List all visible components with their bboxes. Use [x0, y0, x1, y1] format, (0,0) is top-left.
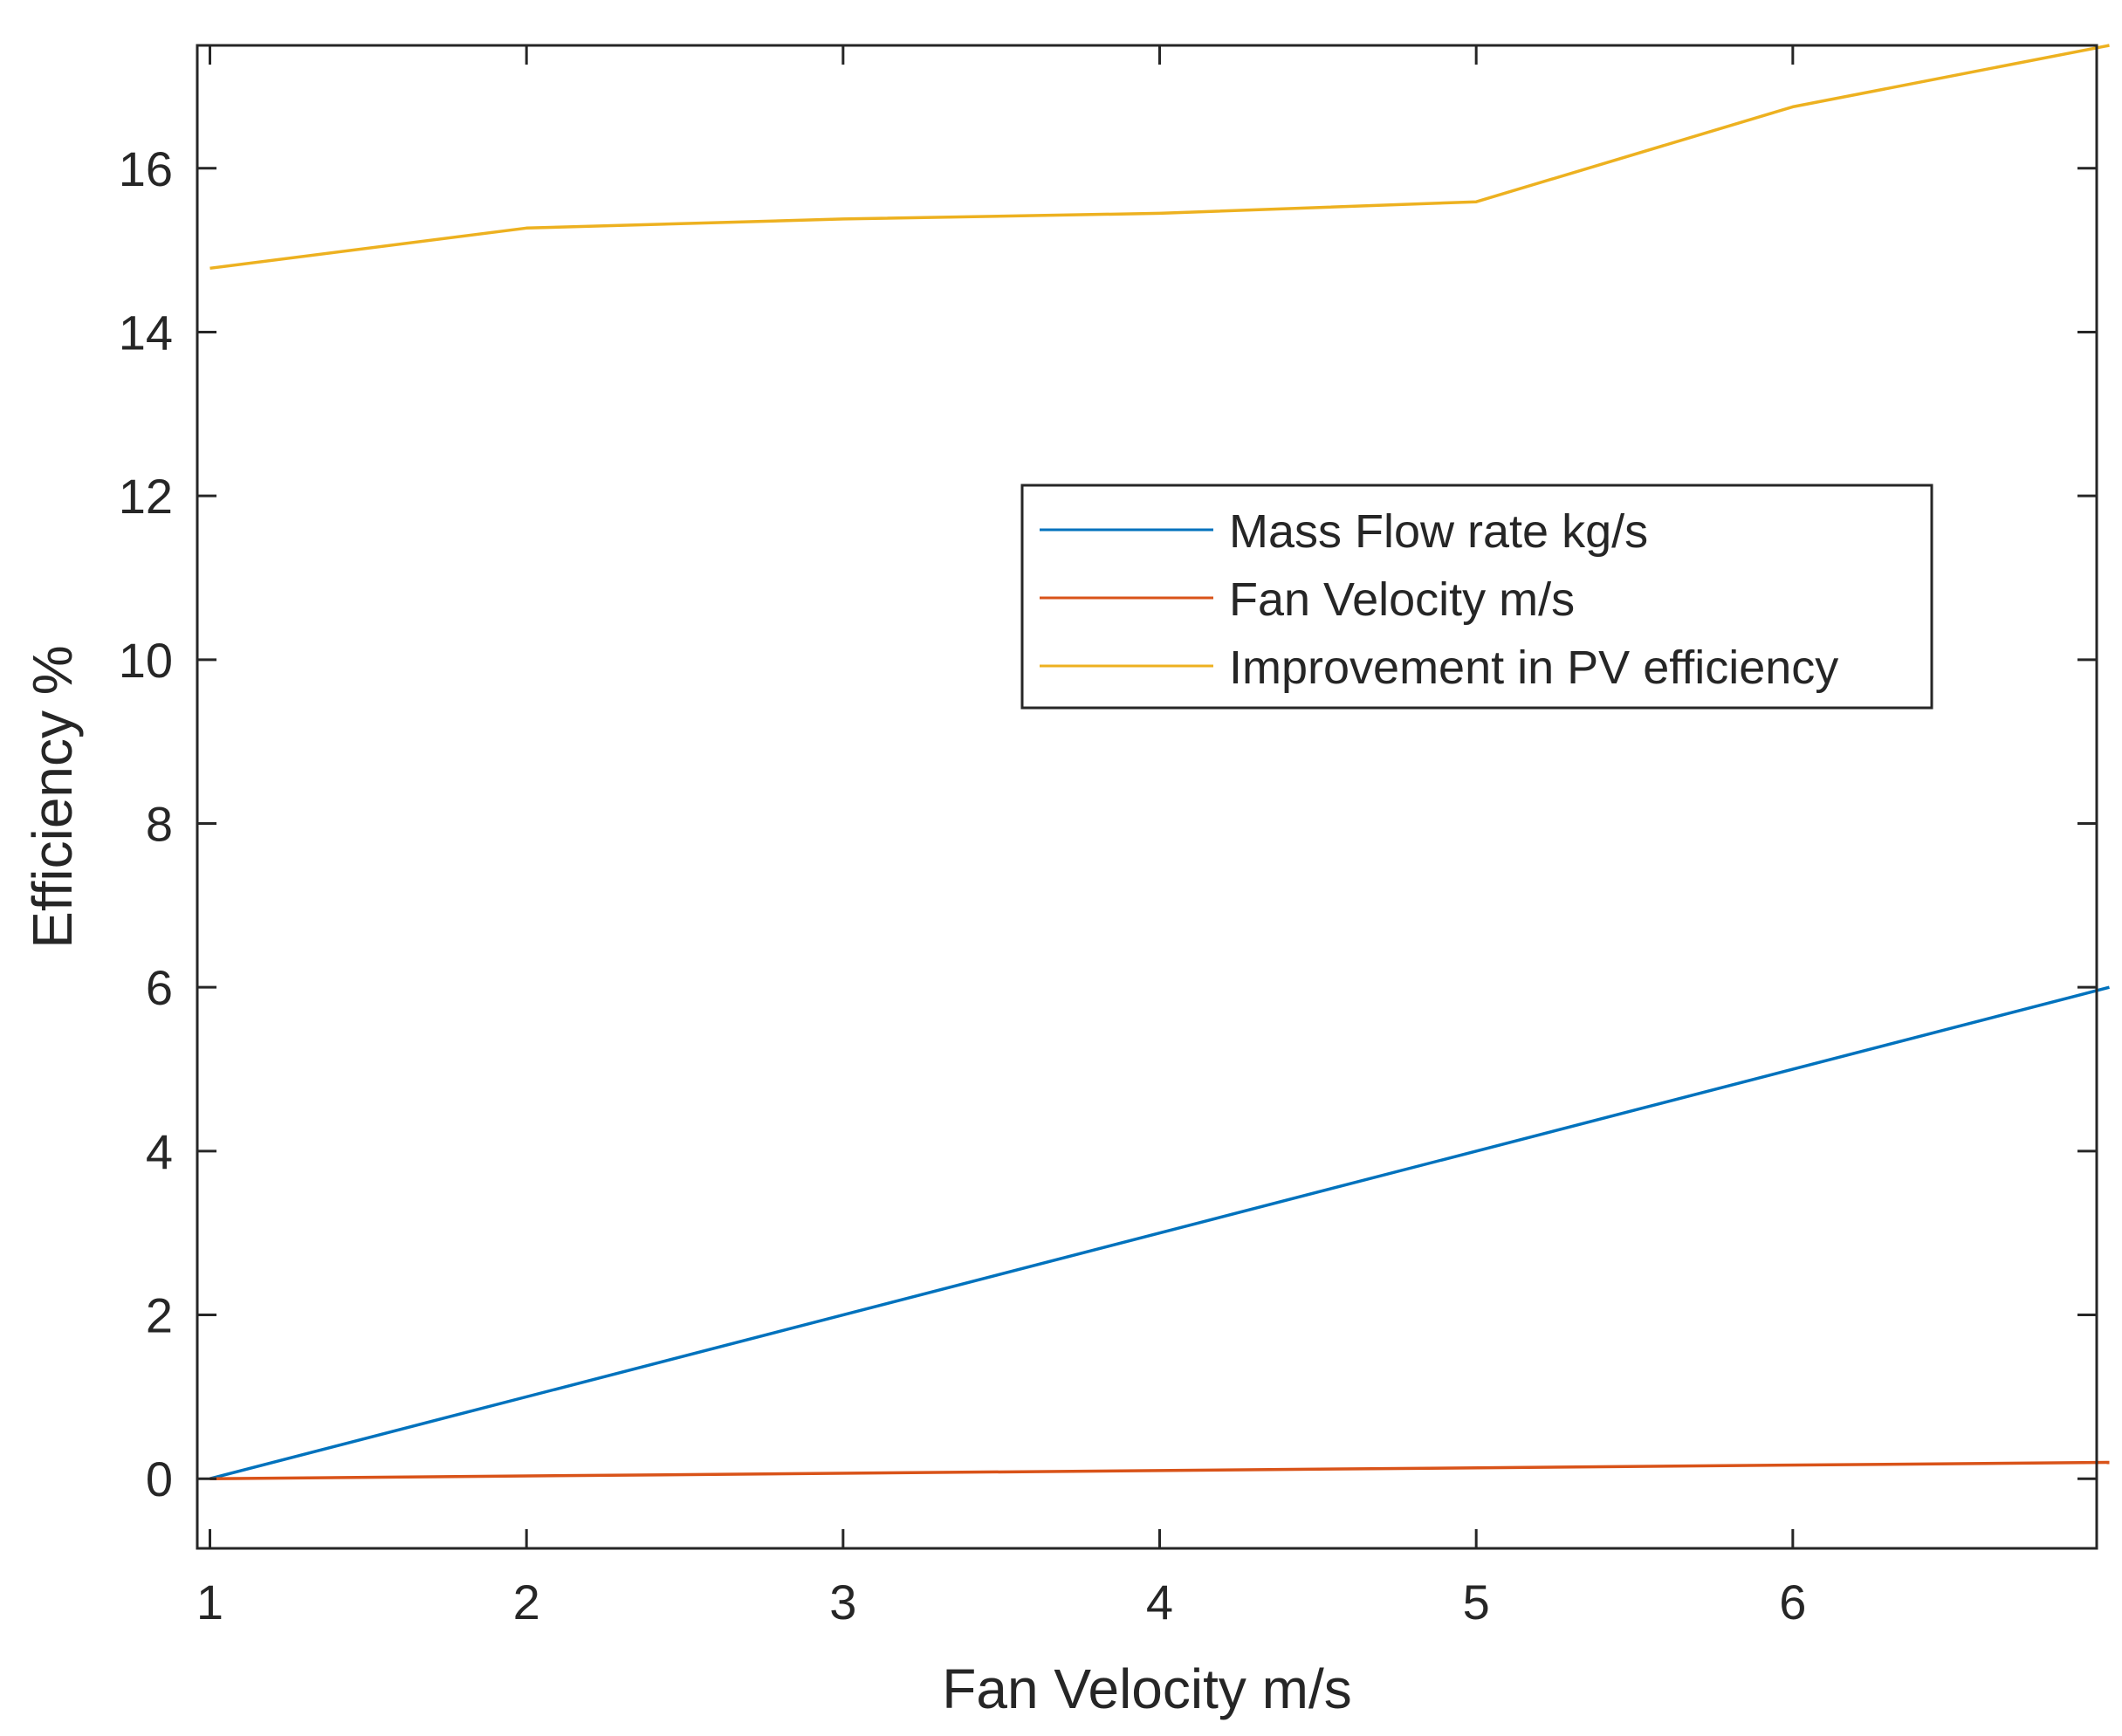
x-tick-label-6: 6: [1779, 1575, 1806, 1630]
legend-label-pv-improvement: Improvement in PV efficiency: [1229, 642, 1838, 694]
x-tick-label-2: 2: [513, 1575, 540, 1630]
legend-label-mass-flow: Mass Flow rate kg/s: [1229, 505, 1648, 558]
y-tick-label-4: 4: [146, 1124, 173, 1179]
series-mass-flow-line: [209, 985, 2110, 1480]
y-tick-label-14: 14: [119, 305, 173, 360]
legend-label-fan-velocity: Fan Velocity m/s: [1229, 573, 1575, 626]
x-axis-label: Fan Velocity m/s: [942, 1657, 1352, 1720]
plot-area-frame: [196, 44, 2098, 1550]
x-tick-label-3: 3: [829, 1575, 856, 1630]
series-layer: [209, 44, 2110, 1480]
legend: Mass Flow rate kg/s Fan Velocity m/s Imp…: [1020, 484, 1933, 710]
series-fan-velocity-line: [209, 1460, 2110, 1480]
y-tick-label-8: 8: [146, 796, 173, 851]
y-axis-label: Efficiency %: [21, 645, 84, 948]
y-tick-label-16: 16: [119, 141, 173, 196]
y-tick-label-6: 6: [146, 960, 173, 1015]
y-tick-label-12: 12: [119, 469, 173, 524]
y-tick-label-10: 10: [119, 633, 173, 688]
y-tick-label-2: 2: [146, 1288, 173, 1343]
y-tick-label-0: 0: [146, 1451, 173, 1506]
x-tick-label-1: 1: [196, 1575, 223, 1630]
x-tick-label-4: 4: [1146, 1575, 1173, 1630]
series-pv-improvement-line: [209, 44, 2110, 271]
x-tick-label-5: 5: [1463, 1575, 1490, 1630]
